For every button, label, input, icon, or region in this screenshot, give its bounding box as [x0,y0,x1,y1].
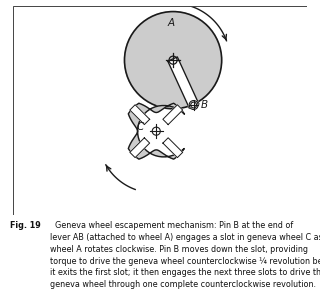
Circle shape [124,12,222,109]
Polygon shape [130,138,150,158]
Text: Fig. 19: Fig. 19 [10,221,40,230]
Polygon shape [128,103,184,159]
Text: Geneva wheel escapement mechanism: Pin B at the end of
lever AB (attached to whe: Geneva wheel escapement mechanism: Pin B… [50,221,320,289]
Polygon shape [168,57,199,108]
Circle shape [189,100,198,109]
Polygon shape [130,105,150,125]
Text: B: B [201,100,208,110]
Text: A: A [168,19,175,28]
Text: C: C [137,123,144,132]
Polygon shape [163,138,183,158]
Polygon shape [163,105,183,125]
